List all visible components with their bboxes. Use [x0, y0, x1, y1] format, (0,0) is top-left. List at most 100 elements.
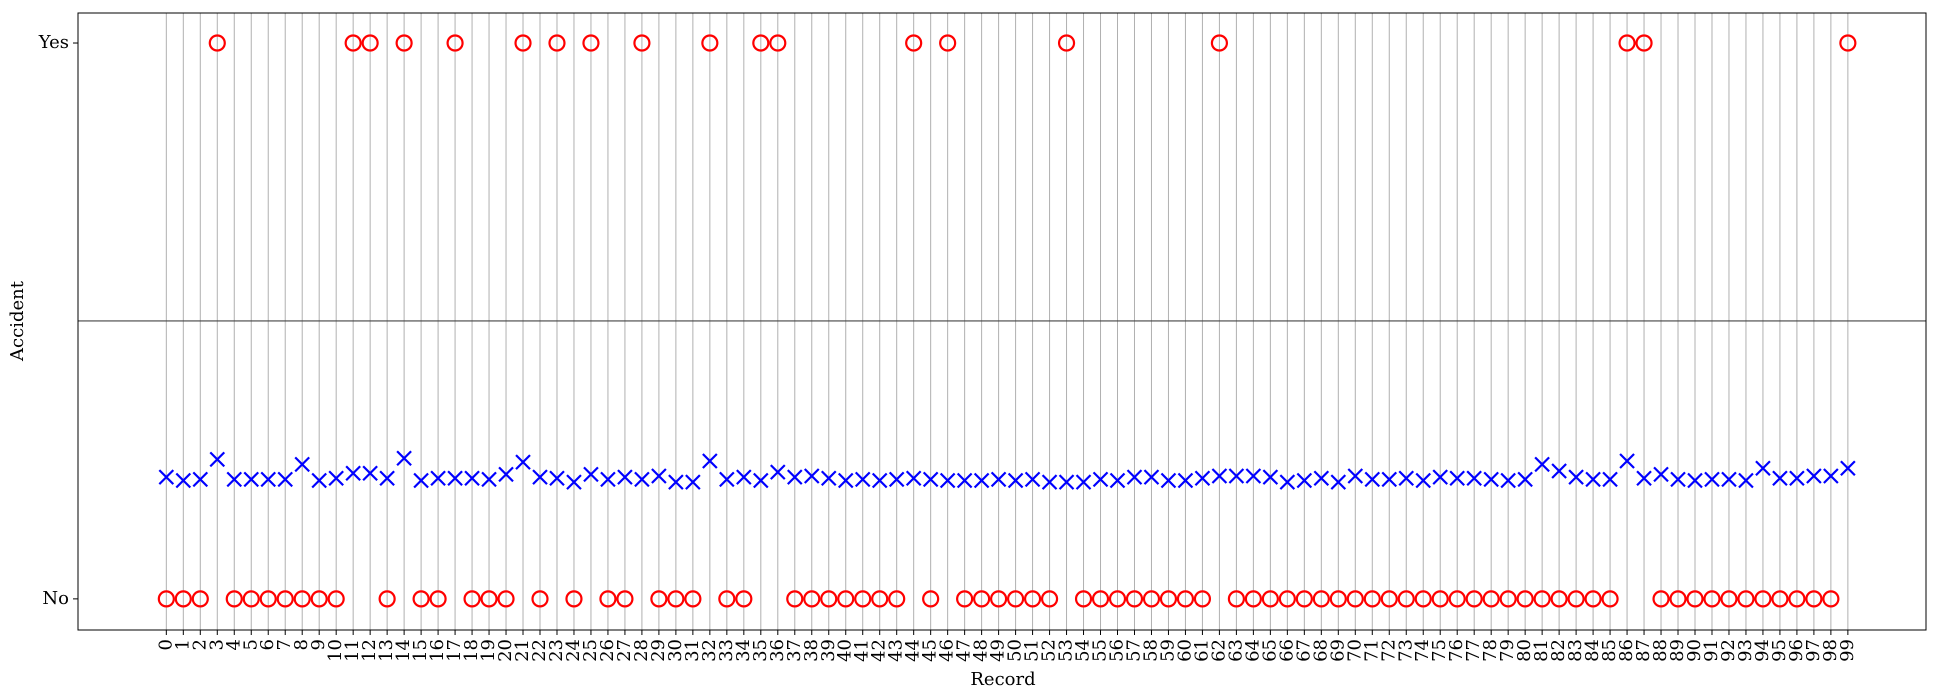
x-tick-label: 35: [750, 639, 771, 662]
x-tick-label: 29: [648, 639, 669, 662]
x-marker: [651, 468, 667, 484]
circle-marker: [905, 34, 923, 52]
circle-marker: [1006, 590, 1025, 608]
circle-marker: [667, 590, 685, 608]
circle-marker: [1023, 590, 1042, 608]
x-marker: [1823, 468, 1839, 484]
x-marker: [158, 469, 175, 485]
circle-marker: [1567, 590, 1585, 608]
circle-marker: [1788, 590, 1806, 608]
x-marker: [668, 474, 684, 490]
x-tick-label: 24: [563, 639, 584, 662]
circle-marker: [1142, 590, 1161, 608]
x-marker: [1092, 471, 1109, 488]
x-marker: [803, 468, 820, 484]
x-tick-label: 1: [172, 639, 193, 650]
x-marker: [1075, 474, 1092, 490]
circle-marker: [1703, 590, 1721, 608]
x-tick-label: 94: [1752, 639, 1773, 662]
circle-marker: [412, 590, 430, 608]
x-tick-label: 60: [1174, 639, 1195, 662]
x-tick-label: 3: [206, 639, 227, 650]
x-tick-label: 44: [903, 639, 924, 662]
circle-marker: [990, 590, 1008, 608]
x-marker: [1415, 472, 1432, 489]
x-marker: [617, 469, 633, 485]
x-marker: [1262, 469, 1279, 485]
x-marker: [515, 454, 531, 470]
x-tick-label: 93: [1735, 639, 1756, 662]
circle-marker: [973, 590, 991, 608]
x-tick-label: 95: [1769, 639, 1790, 662]
x-marker: [702, 453, 718, 469]
circle-marker: [1431, 590, 1449, 608]
x-marker: [413, 472, 429, 489]
x-marker: [1143, 469, 1160, 485]
circle-marker: [1499, 590, 1517, 608]
x-marker: [973, 472, 990, 489]
x-marker: [498, 466, 514, 483]
x-tick-label: 98: [1820, 639, 1841, 662]
x-marker: [871, 472, 888, 489]
circle-marker: [1346, 590, 1364, 608]
x-marker: [1772, 470, 1788, 487]
circle-marker: [616, 590, 634, 608]
x-tick-label: 99: [1837, 639, 1858, 662]
x-tick-label: 18: [461, 639, 482, 662]
x-tick-label: 89: [1667, 639, 1688, 662]
x-tick-label: 11: [342, 639, 363, 662]
circle-marker: [293, 590, 311, 608]
x-tick-label: 59: [1157, 639, 1178, 662]
x-tick-label: 19: [478, 639, 499, 662]
x-marker: [1194, 470, 1211, 487]
x-tick-label: 92: [1718, 639, 1739, 662]
x-marker: [1330, 474, 1347, 490]
circle-marker: [837, 590, 855, 608]
circle-marker: [429, 590, 447, 608]
circle-marker: [395, 34, 413, 52]
x-tick-label: 62: [1208, 639, 1229, 662]
circle-marker: [650, 590, 668, 608]
x-tick-label: 53: [1056, 639, 1077, 662]
x-tick-label: 41: [852, 639, 873, 662]
x-marker: [294, 456, 310, 473]
x-tick-label: 76: [1446, 639, 1467, 662]
circle-marker: [497, 590, 515, 608]
x-tick-label: 79: [1497, 639, 1518, 662]
x-tick-label: 61: [1191, 639, 1212, 662]
circle-marker: [1227, 590, 1245, 608]
circle-marker: [939, 34, 957, 52]
circle-marker: [871, 590, 889, 608]
circle-marker: [582, 34, 600, 52]
x-marker: [753, 472, 769, 489]
x-marker: [192, 471, 209, 488]
x-marker: [1279, 474, 1296, 490]
x-marker: [990, 471, 1007, 488]
circle-marker: [1108, 590, 1127, 608]
x-marker: [1109, 472, 1126, 489]
circle-marker: [1635, 34, 1653, 52]
x-marker: [820, 470, 837, 487]
circle-marker: [1125, 590, 1144, 608]
x-tick-label: 6: [257, 639, 278, 650]
x-marker: [1381, 471, 1398, 488]
x-tick-label: 69: [1327, 639, 1348, 662]
x-tick-label: 46: [937, 639, 958, 662]
x-marker: [1755, 460, 1771, 477]
x-marker: [939, 472, 956, 489]
circle-marker: [633, 34, 651, 52]
circle-marker: [1805, 590, 1823, 608]
x-tick-label: 33: [716, 639, 737, 662]
x-tick-label: 87: [1633, 639, 1654, 662]
x-tick-label: 39: [818, 639, 839, 662]
x-tick-label: 86: [1616, 639, 1637, 662]
circle-marker: [1074, 590, 1093, 608]
x-marker: [1296, 472, 1313, 489]
circle-marker: [1244, 590, 1262, 608]
x-tick-label: 81: [1531, 639, 1552, 662]
x-tick-label: 5: [240, 639, 261, 650]
x-tick-label: 22: [529, 639, 550, 662]
x-marker: [277, 471, 293, 488]
x-tick-label: 66: [1276, 639, 1297, 662]
circle-marker: [1363, 590, 1381, 608]
